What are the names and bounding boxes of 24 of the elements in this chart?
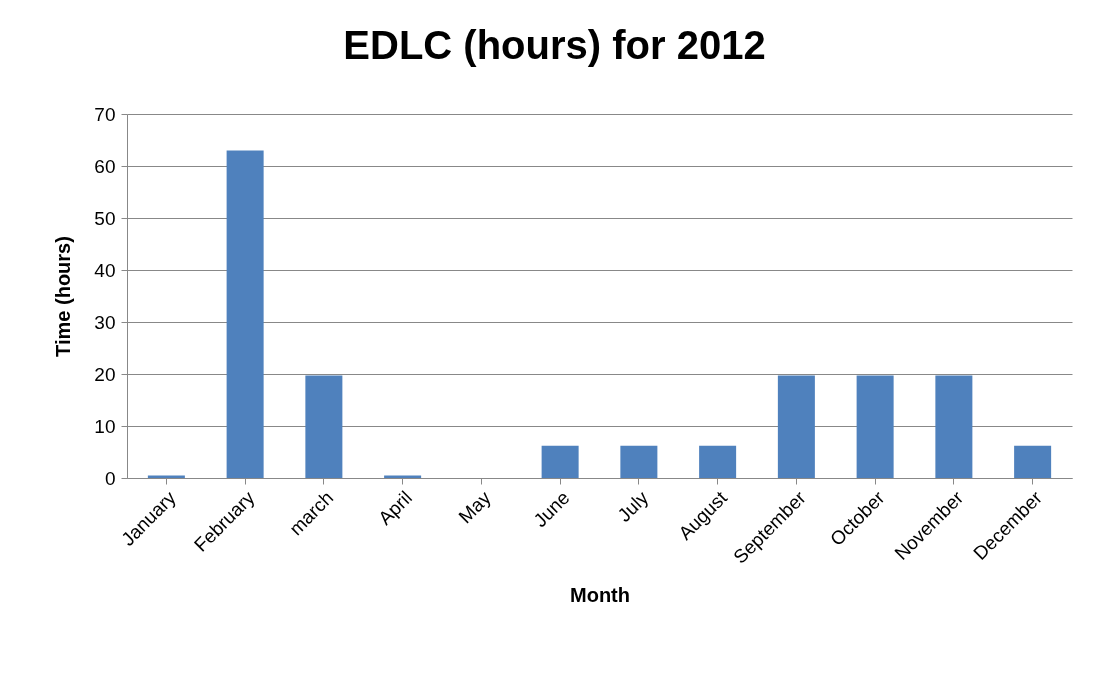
y-tick-label: 20 xyxy=(94,363,116,385)
chart-title: EDLC (hours) for 2012 xyxy=(343,23,766,67)
y-tick-label: 50 xyxy=(94,207,116,229)
bar xyxy=(856,375,894,478)
x-tick-label: May xyxy=(454,486,496,528)
y-axis-title: Time (hours) xyxy=(52,236,75,357)
x-tick-label: July xyxy=(613,486,653,526)
y-tick-label: 10 xyxy=(94,415,116,437)
y-tick-label: 60 xyxy=(94,155,116,177)
y-tick-label: 40 xyxy=(94,259,116,281)
bar xyxy=(699,445,737,478)
y-tick-label: 70 xyxy=(94,103,116,125)
bar xyxy=(226,150,264,478)
bar xyxy=(384,475,422,478)
bar xyxy=(1014,445,1052,478)
y-tick-label: 30 xyxy=(94,311,116,333)
bar xyxy=(305,375,343,478)
bar xyxy=(541,445,579,478)
bar xyxy=(777,375,815,478)
bar xyxy=(620,445,658,478)
bar xyxy=(147,475,185,478)
bar xyxy=(935,375,973,478)
x-axis-title: Month xyxy=(570,583,630,606)
y-tick-label: 0 xyxy=(104,467,116,489)
